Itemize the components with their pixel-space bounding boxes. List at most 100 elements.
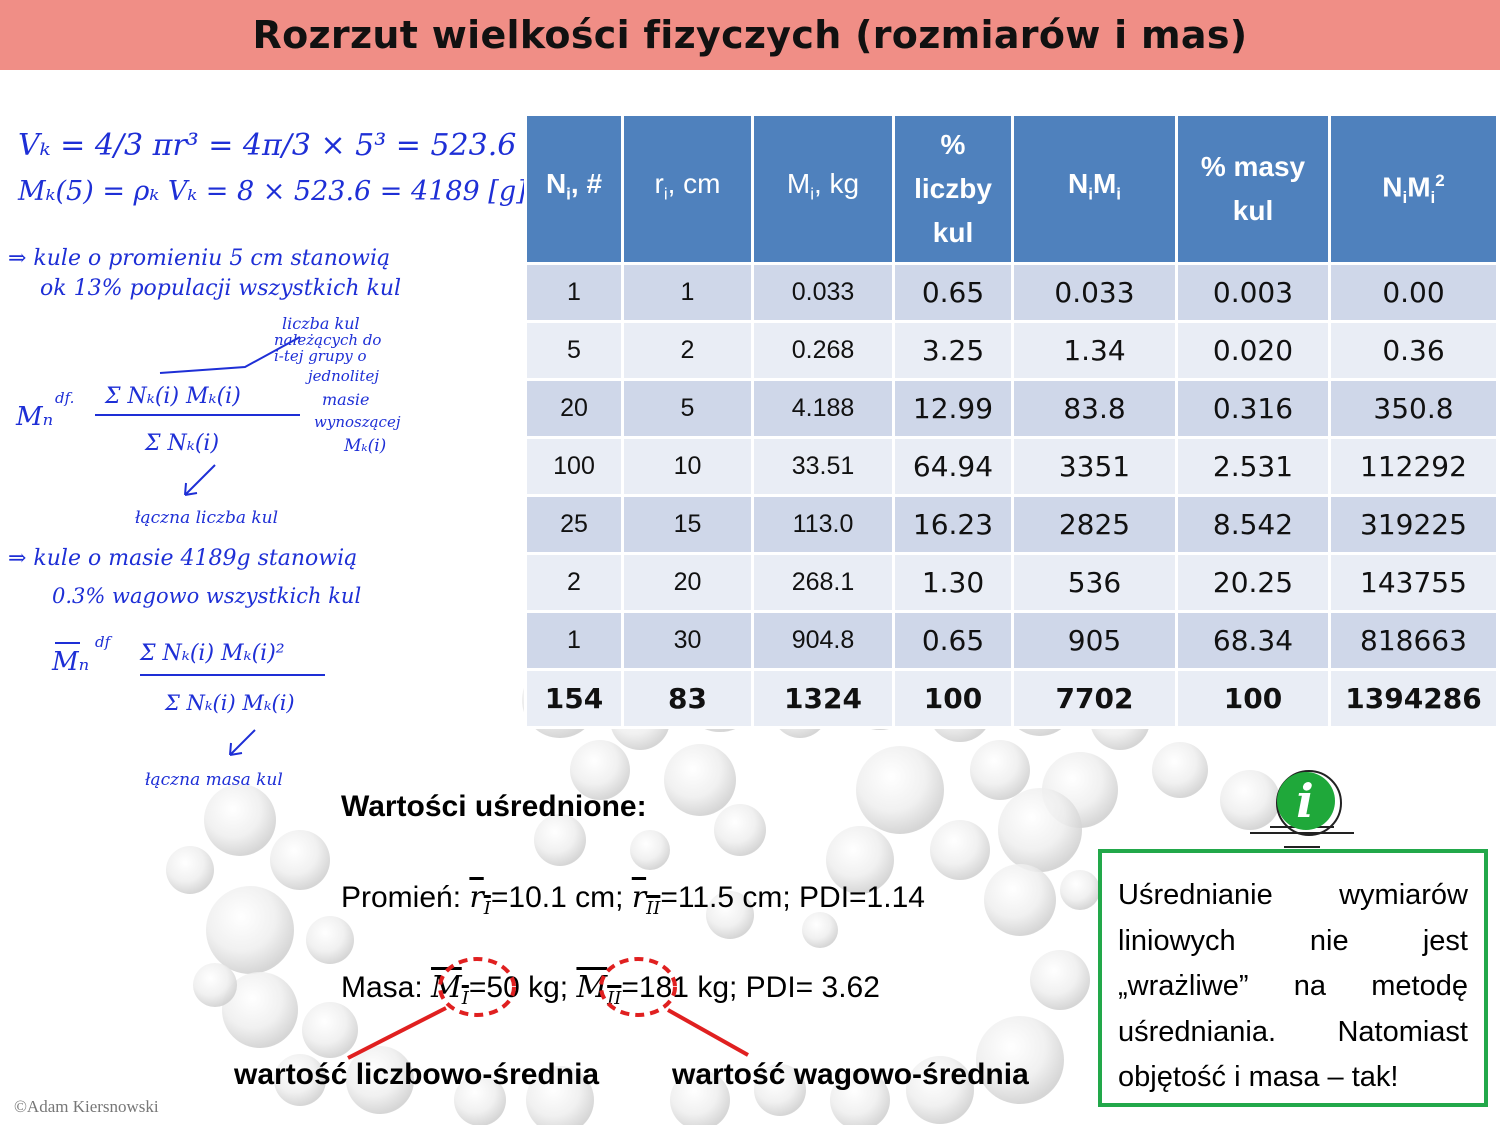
m-number-average-symbol: MI	[431, 970, 469, 1009]
table-header-row: Ni, # ri, cm Mi, kg % liczby kul NiMi % ma…	[524, 113, 1499, 265]
table-cell: 1.34	[1011, 320, 1178, 381]
table-row: 5 2 0.268 3.25 1.34 0.020 0.36	[524, 320, 1499, 381]
table-cell: 350.8	[1328, 378, 1499, 439]
table-cell: 0.268	[751, 320, 895, 381]
note-conclusion-4: 0.3% wagowo wszystkich kul	[52, 584, 361, 608]
note-conclusion-2: ok 13% populacji wszystkich kul	[40, 276, 401, 301]
header-mass: Mi, kg	[751, 113, 895, 265]
table-cell: 0.003	[1175, 262, 1331, 323]
note-side-6: wynoszącej	[314, 413, 401, 431]
note-caption-1: łączna liczba kul	[135, 508, 278, 528]
title-bar: Rozrzut wielkości fizyczych (rozmiarów i…	[0, 0, 1500, 70]
table-cell: 319225	[1328, 494, 1499, 555]
table-cell: 112292	[1328, 436, 1499, 497]
averages-mass: Masa: MI=50 kg; MII=181 kg; PDI= 3.62	[341, 970, 880, 1009]
table-cell: 0.316	[1175, 378, 1331, 439]
table-cell: 8.542	[1175, 494, 1331, 555]
r-number-average-symbol: rI	[469, 880, 491, 919]
table-cell: 20.25	[1175, 552, 1331, 613]
table-cell: 33.51	[751, 436, 895, 497]
svg-text:i: i	[1296, 774, 1313, 828]
info-icon: i	[1250, 770, 1354, 848]
note-mass: Mₖ(5) = ρₖ Vₖ = 8 × 523.6 = 4189 [g]	[17, 176, 527, 207]
table-cell: 12.99	[892, 378, 1014, 439]
table-cell: 20	[621, 552, 754, 613]
note-numerator-2: Σ Nₖ(i) Mₖ(i)²	[139, 641, 285, 666]
table-row: 1 30 904.8 0.65 905 68.34 818663	[524, 610, 1499, 671]
note-side-5: masie	[322, 390, 370, 409]
table-cell: 3351	[1011, 436, 1178, 497]
total-cell: 100	[1175, 668, 1331, 729]
table-cell: 0.36	[1328, 320, 1499, 381]
note-side-7: Mₖ(i)	[343, 436, 386, 456]
table-cell: 818663	[1328, 610, 1499, 671]
total-cell: 7702	[1011, 668, 1178, 729]
note-df: df.	[55, 389, 74, 407]
table-cell: 5	[524, 320, 624, 381]
table-cell: 2	[621, 320, 754, 381]
table-cell: 0.033	[1011, 262, 1178, 323]
note-denominator-2: Σ Nₖ(i) Mₖ(i)	[164, 691, 295, 715]
m-weight-average-symbol: MII	[576, 970, 622, 1009]
number-average-pointer	[347, 1006, 447, 1060]
header-percent-mass: % masy kul	[1175, 113, 1331, 265]
note-caption-2: łączna masa kul	[145, 770, 283, 790]
table-cell: 100	[524, 436, 624, 497]
table-cell: 113.0	[751, 494, 895, 555]
table-cell: 0.020	[1175, 320, 1331, 381]
table-cell: 16.23	[892, 494, 1014, 555]
note-conclusion-3: ⇒ kule o masie 4189g stanowią	[8, 546, 357, 571]
header-ni-mi: NiMi	[1011, 113, 1178, 265]
note-side-2: należących do	[274, 331, 381, 349]
table-cell: 0.65	[892, 610, 1014, 671]
table-cell: 2	[524, 552, 624, 613]
data-table: Ni, # ri, cm Mi, kg % liczby kul NiMi % ma…	[524, 113, 1499, 729]
total-cell: 83	[621, 668, 754, 729]
header-percent-count: % liczby kul	[892, 113, 1014, 265]
table-cell: 2825	[1011, 494, 1178, 555]
handwritten-notes: Vₖ = 4/3 πr³ = 4π/3 × 5³ = 523.6 Mₖ(5) =…	[8, 128, 527, 790]
header-count: Ni, #	[524, 113, 624, 265]
table-cell: 143755	[1328, 552, 1499, 613]
weight-average-pointer	[667, 1008, 749, 1057]
page-title: Rozrzut wielkości fizyczych (rozmiarów i…	[252, 13, 1248, 57]
note-conclusion-1: ⇒ kule o promieniu 5 cm stanowią	[8, 246, 390, 271]
note-df-2: df	[95, 633, 113, 651]
table-cell: 268.1	[751, 552, 895, 613]
table-row: 100 10 33.51 64.94 3351 2.531 112292	[524, 436, 1499, 497]
note-mn-symbol: Mₙ	[15, 402, 53, 432]
r-weight-average-symbol: rII	[631, 880, 661, 919]
table-cell: 1	[621, 262, 754, 323]
table-cell: 4.188	[751, 378, 895, 439]
table-cell: 536	[1011, 552, 1178, 613]
table-cell: 5	[621, 378, 754, 439]
table-row: 25 15 113.0 16.23 2825 8.542 319225	[524, 494, 1499, 555]
table-total-row: 154 83 1324 100 7702 100 1394286	[524, 668, 1499, 729]
header-ni-mi-squared: NiMi2	[1328, 113, 1499, 265]
number-average-label: wartość liczbowo-średnia	[234, 1058, 600, 1091]
note-numerator-1: Σ Nₖ(i) Mₖ(i)	[104, 384, 241, 409]
table-cell: 905	[1011, 610, 1178, 671]
note-denominator-1: Σ Nₖ(i)	[144, 431, 219, 456]
table-cell: 10	[621, 436, 754, 497]
table-cell: 20	[524, 378, 624, 439]
table-cell: 15	[621, 494, 754, 555]
total-cell: 1324	[751, 668, 895, 729]
table-cell: 0.033	[751, 262, 895, 323]
copyright: ©Adam Kiersnowski	[14, 1097, 159, 1116]
table-cell: 0.00	[1328, 262, 1499, 323]
table-row: 2 20 268.1 1.30 536 20.25 143755	[524, 552, 1499, 613]
header-radius: ri, cm	[621, 113, 754, 265]
note-side-3: i-tej grupy o	[274, 347, 367, 365]
note-mw-symbol: Mₙ	[51, 647, 89, 677]
table-row: 1 1 0.033 0.65 0.033 0.003 0.00	[524, 262, 1499, 323]
weight-average-label: wartość wagowo-średnia	[672, 1058, 1029, 1091]
info-box: Uśrednianie wymiarów liniowych nie jest …	[1098, 849, 1488, 1107]
total-cell: 100	[892, 668, 1014, 729]
table-cell: 30	[621, 610, 754, 671]
table-cell: 83.8	[1011, 378, 1178, 439]
note-side-4: jednolitej	[305, 367, 379, 385]
total-cell: 1394286	[1328, 668, 1499, 729]
note-side-1: liczba kul	[282, 314, 360, 333]
